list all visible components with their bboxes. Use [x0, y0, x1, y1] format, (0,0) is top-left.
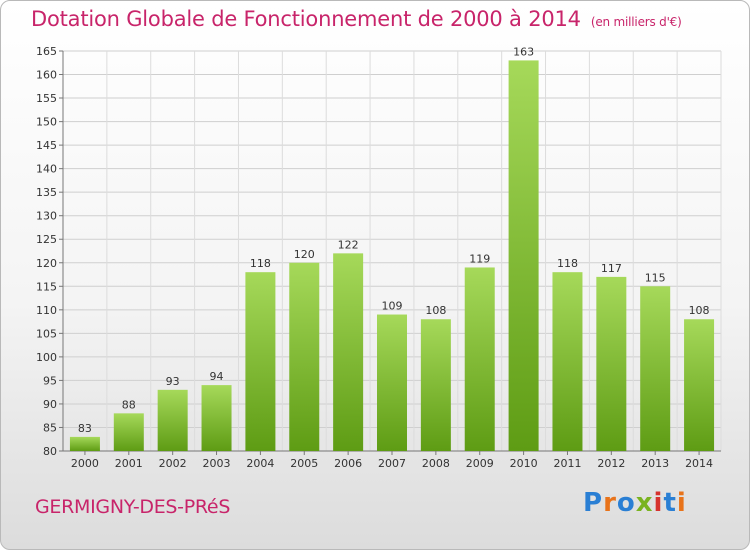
bar-2011	[552, 272, 583, 451]
x-tick-label-2008: 2008	[422, 457, 450, 470]
x-tick-label-2002: 2002	[159, 457, 187, 470]
x-tick-label-2013: 2013	[641, 457, 669, 470]
value-label-2005: 120	[294, 248, 315, 261]
logo-letter: t	[663, 488, 677, 518]
logo-letter: o	[616, 488, 636, 518]
x-tick-label-2010: 2010	[510, 457, 538, 470]
y-tick-label: 95	[43, 374, 57, 387]
x-tick-label-2003: 2003	[203, 457, 231, 470]
bar-2002	[157, 389, 188, 451]
value-label-2000: 83	[78, 422, 92, 435]
bar-2013	[640, 286, 671, 451]
value-label-2008: 108	[425, 304, 446, 317]
y-tick-label: 85	[43, 421, 57, 434]
y-tick-label: 130	[36, 210, 57, 223]
x-tick-label-2001: 2001	[115, 457, 143, 470]
labels: 80 85 90 95 100 105 110 115 120 125 130 135 140 145 15…	[36, 45, 713, 470]
value-label-2006: 122	[338, 238, 359, 251]
bar-2009	[464, 267, 495, 451]
y-tick-label: 160	[36, 69, 57, 82]
value-label-2007: 109	[382, 300, 403, 313]
logo-letter: i	[653, 488, 664, 518]
bar-2003	[201, 385, 232, 451]
x-tick-label-2009: 2009	[466, 457, 494, 470]
chart-unit: (en milliers d'€)	[590, 15, 682, 29]
logo-letter: x	[635, 488, 654, 518]
commune-name: GERMIGNY-DES-PRéS	[35, 496, 231, 518]
bar-2014	[684, 319, 715, 451]
x-tick-label-2007: 2007	[378, 457, 406, 470]
value-label-2011: 118	[557, 257, 578, 270]
x-tick-label-2005: 2005	[290, 457, 318, 470]
value-label-2003: 94	[210, 370, 224, 383]
y-tick-label: 155	[36, 92, 57, 105]
bar-2005	[289, 262, 320, 451]
x-tick-label-2012: 2012	[597, 457, 625, 470]
bar-2007	[377, 314, 407, 451]
bars	[69, 60, 715, 451]
value-label-2009: 119	[469, 252, 490, 265]
chart-title: Dotation Globale de Fonctionnement de 20…	[31, 7, 682, 31]
value-label-2001: 88	[122, 398, 136, 411]
y-tick-label: 165	[36, 45, 57, 58]
value-label-2014: 108	[689, 304, 710, 317]
y-tick-label: 125	[36, 233, 57, 246]
x-tick-label-2011: 2011	[553, 457, 581, 470]
y-tick-label: 90	[43, 398, 57, 411]
bar-2000	[69, 436, 100, 451]
y-tick-label: 105	[36, 327, 57, 340]
y-tick-label: 145	[36, 139, 57, 152]
bar-2012	[596, 276, 627, 451]
x-tick-label-2004: 2004	[246, 457, 274, 470]
value-label-2013: 115	[645, 271, 666, 284]
value-label-2010: 163	[513, 45, 534, 58]
y-tick-label: 135	[36, 186, 57, 199]
logo-letter: i	[676, 488, 687, 518]
y-tick-label: 100	[36, 351, 57, 364]
x-tick-label-2000: 2000	[71, 457, 99, 470]
chart-title-text: Dotation Globale de Fonctionnement de 20…	[31, 7, 581, 31]
bar-2010	[508, 60, 539, 451]
logo-letter: P	[583, 488, 604, 518]
bar-2006	[333, 253, 364, 451]
value-label-2004: 118	[250, 257, 271, 270]
y-tick-label: 150	[36, 116, 57, 129]
value-label-2012: 117	[601, 262, 622, 275]
x-tick-label-2014: 2014	[685, 457, 713, 470]
proxiti-logo: Proxiti	[583, 488, 687, 518]
y-tick-label: 80	[43, 445, 57, 458]
value-label-2002: 93	[166, 375, 180, 388]
y-tick-label: 110	[36, 304, 57, 317]
y-tick-label: 140	[36, 163, 57, 176]
logo-letter: r	[603, 488, 617, 518]
y-tick-label: 115	[36, 280, 57, 293]
x-tick-label-2006: 2006	[334, 457, 362, 470]
bar-2004	[245, 272, 276, 451]
y-tick-label: 120	[36, 257, 57, 270]
bar-2008	[420, 319, 451, 451]
bar-2001	[113, 413, 144, 451]
